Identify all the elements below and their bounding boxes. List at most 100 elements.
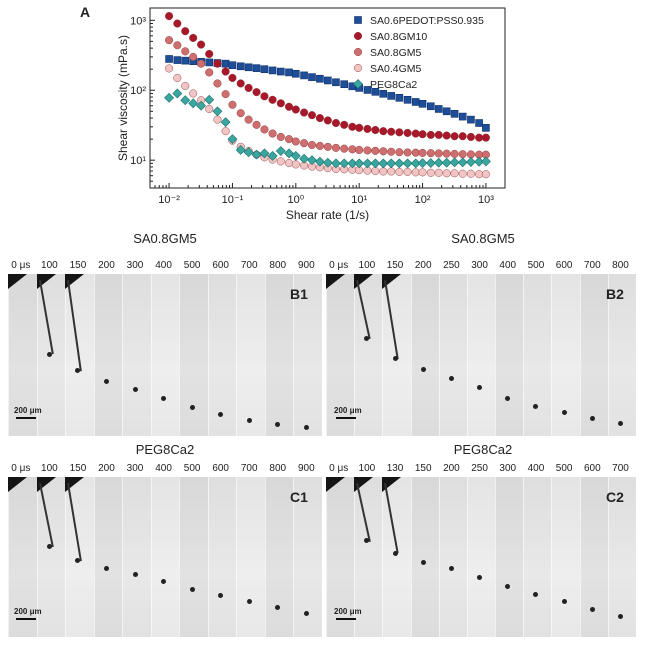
frame [93,477,123,637]
data-point [426,168,435,177]
data-point [188,98,199,109]
x-tick-label: 10⁻¹ [222,194,244,206]
frame [236,274,265,436]
data-point [314,156,325,167]
legend-label: SA0.8GM5 [370,47,422,59]
time-label: 150 [69,260,87,271]
data-point [458,150,467,159]
time-label: 300 [499,463,517,474]
data-point [418,148,427,157]
time-label: 900 [297,463,315,474]
droplet [161,396,167,402]
droplet [189,405,195,411]
frame [579,274,608,436]
droplet [533,591,539,597]
data-point [386,158,397,169]
data-point [387,167,396,176]
time-labels-c1: 0 μs 100 150 200 300 400 500 600 700 800 900 [8,463,322,477]
frame [438,274,467,436]
time-label: 0 μs [329,463,349,474]
data-point [434,105,443,113]
data-point [411,129,420,138]
frame [150,274,180,436]
data-point [348,145,357,154]
data-point [316,74,324,83]
time-label: 300 [471,260,488,271]
data-point [220,117,231,128]
time-label: 700 [612,463,629,474]
time-label: 400 [499,260,517,271]
frame [93,274,123,436]
droplet [589,606,595,612]
time-label: 500 [183,463,201,474]
data-point [323,116,332,125]
data-point [189,52,198,61]
time-label: 400 [155,260,172,271]
time-label: 0 μs [11,463,31,474]
image-sequence-c2 [326,477,636,637]
data-point [268,95,277,104]
data-point [379,147,388,156]
time-label: 200 [414,260,432,271]
data-point [394,158,405,169]
droplet [246,417,252,423]
time-label: 250 [443,260,460,271]
data-point [197,59,206,68]
data-point [243,147,254,158]
data-point [457,157,468,168]
frame [438,477,467,637]
droplet [561,410,567,415]
x-tick-label: 10⁻² [158,194,180,206]
time-label: 130 [386,463,404,474]
nozzle [382,274,402,289]
data-point [403,167,412,176]
data-point [259,148,270,159]
data-point [475,170,484,179]
data-point [300,71,308,80]
data-point [181,27,190,36]
data-point [172,88,183,99]
data-point [165,36,174,45]
data-point [324,76,332,85]
data-point [213,79,222,88]
data-point [402,158,413,169]
data-point [475,133,484,142]
panel-label-b2: B2 [606,286,624,302]
nozzle [8,477,27,492]
image-sequence-c1 [8,477,322,637]
data-point [355,145,364,154]
data-point [205,68,214,77]
time-label: 800 [612,260,629,271]
droplet [246,599,252,605]
data-point [466,157,476,167]
frame [207,477,237,637]
time-label: 800 [269,463,287,474]
time-label: 600 [212,260,229,271]
scale-bar-line [336,417,356,419]
droplet [103,379,109,385]
droplet [303,611,309,617]
data-point [277,67,285,76]
data-point [307,155,317,166]
droplet [392,356,398,362]
data-point [411,98,420,106]
nozzle [326,477,345,492]
data-point [268,66,277,75]
data-point [363,146,372,155]
data-point [458,132,467,141]
data-point [284,159,293,168]
droplet [618,420,623,426]
data-point [284,102,293,111]
time-label: 100 [358,463,376,474]
time-label: 150 [386,260,404,271]
frame [495,274,524,436]
data-point [466,150,475,159]
droplet [275,605,281,611]
viscosity-chart: 10⁻² 10⁻¹ 10⁰ 10¹ 10² 10³ 10¹ 10² 10³ Shear rate … [116,7,506,222]
scale-bar-label: 200 μm [334,406,362,415]
data-point [315,114,324,123]
time-label: 100 [41,463,58,474]
time-label: 200 [98,463,115,474]
data-point [252,88,261,97]
droplet [618,614,623,620]
